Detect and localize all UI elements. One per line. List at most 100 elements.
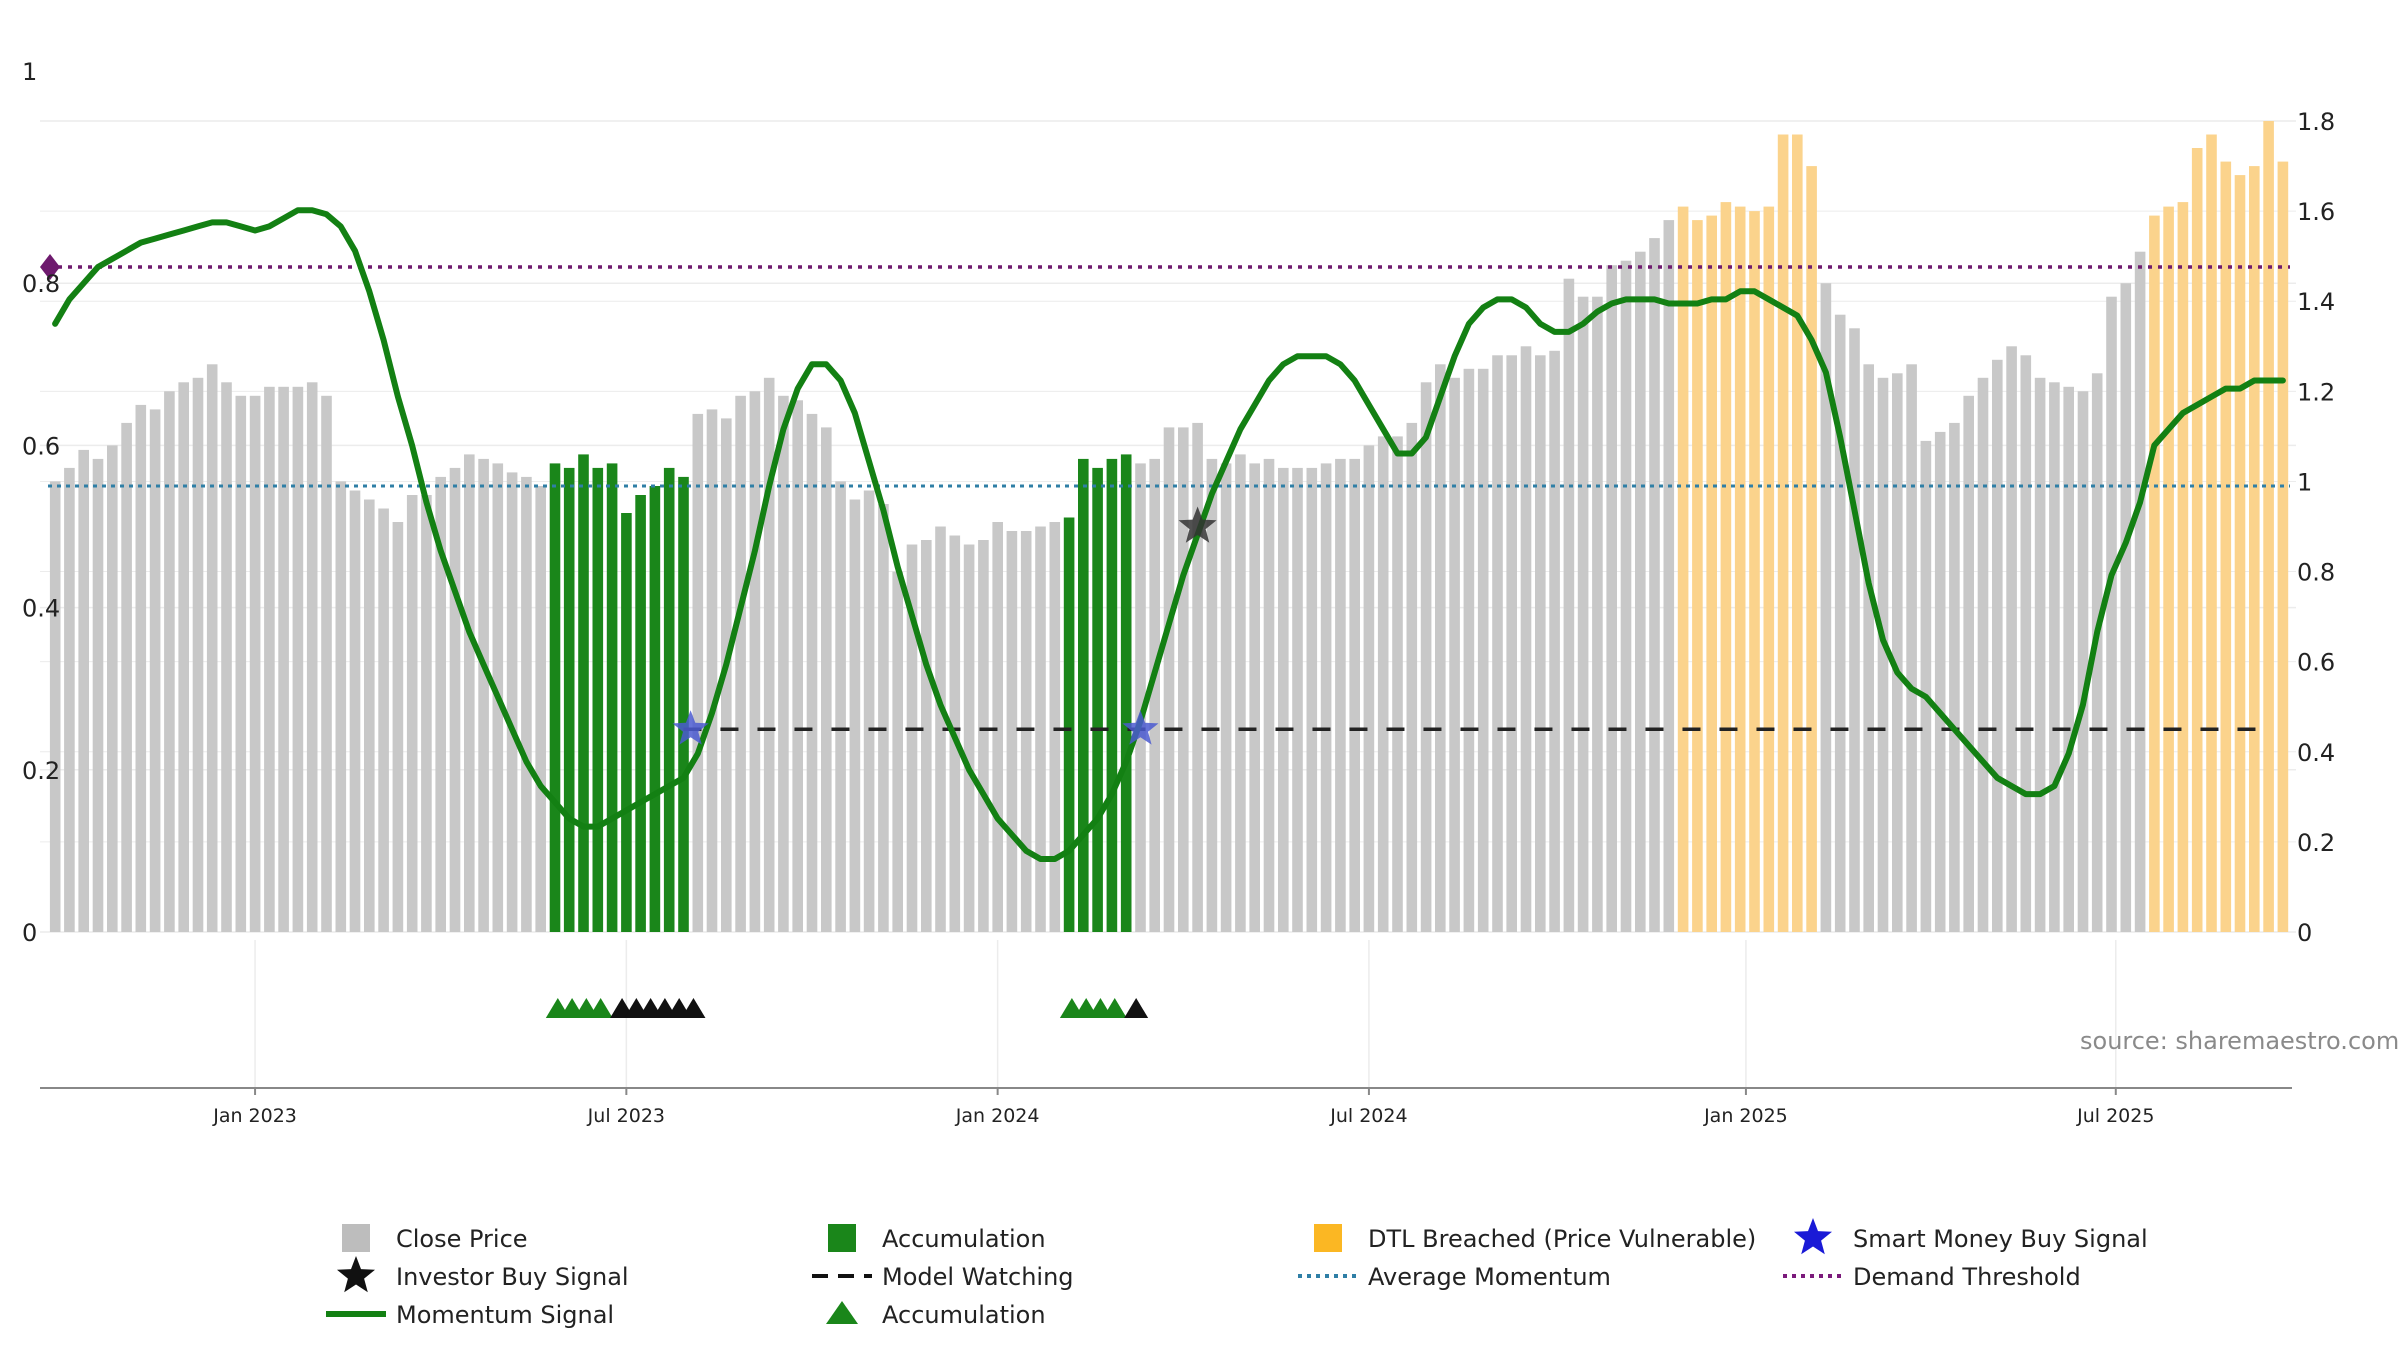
close-price-bar — [164, 391, 175, 932]
close-price-bar — [1549, 350, 1560, 932]
close-price-bar — [878, 504, 889, 932]
close-price-bar — [1335, 458, 1346, 932]
close-price-bar — [1263, 458, 1275, 932]
accumulation-triangle — [1102, 998, 1127, 1018]
close-price-bar — [506, 472, 518, 932]
legend-label: Model Watching — [882, 1263, 1074, 1291]
price-bars — [49, 121, 2289, 933]
close-price-bar — [1392, 436, 1403, 932]
close-price-bar — [78, 449, 89, 932]
close-price-bar — [1663, 220, 1675, 933]
accumulation-bar — [1120, 454, 1132, 932]
dtl-breached-bar — [2206, 134, 2217, 932]
accumulation-bar — [663, 467, 675, 932]
close-price-bar — [1363, 445, 1375, 932]
legend: Close Price Accumulation DTL Breached (Pri… — [326, 1218, 2148, 1329]
close-price-bar — [264, 386, 275, 932]
accumulation-bar — [592, 467, 604, 932]
close-price-bar — [107, 445, 118, 932]
close-price-bar — [535, 486, 546, 932]
close-price-bar — [963, 544, 975, 932]
close-price-bar — [1477, 368, 1489, 932]
close-price-bar — [421, 495, 432, 932]
dtl-breached-bar — [1749, 211, 1760, 933]
dtl-breached-bar — [1692, 220, 1703, 933]
close-price-bar — [221, 382, 232, 932]
right-axis-tick-label: 1.2 — [2297, 378, 2335, 406]
legend-item: Accumulation — [828, 1224, 1046, 1253]
close-price-bar — [92, 458, 104, 932]
dtl-breached-bar — [2263, 121, 2274, 932]
right-axis-tick-label: 0.4 — [2297, 739, 2335, 767]
close-price-bar — [935, 526, 946, 932]
left-axis-tick-label: 0.2 — [22, 757, 60, 785]
close-price-bar — [64, 467, 75, 932]
close-price-bar — [1235, 454, 1246, 932]
close-price-bar — [2077, 391, 2089, 932]
accumulation-bar — [578, 454, 589, 932]
date-tick-label: Jan 2025 — [1703, 1105, 1788, 1127]
right-axis-tick-label: 1.8 — [2297, 108, 2335, 136]
close-price-bar — [1949, 422, 1960, 932]
close-price-bar — [1963, 395, 1974, 932]
accumulation-bar — [678, 476, 689, 932]
close-price-bar — [2120, 283, 2132, 932]
close-price-bar — [1249, 463, 1260, 932]
source-label: source: sharemaestro.com — [2080, 1027, 2399, 1055]
legend-item: Demand Threshold — [1783, 1263, 2081, 1291]
left-axis-tick-label: 0.4 — [22, 595, 60, 623]
legend-label: Average Momentum — [1368, 1263, 1611, 1291]
right-axis-tick-label: 0 — [2297, 919, 2312, 947]
legend-item: Investor Buy Signal — [337, 1256, 629, 1293]
close-price-bar — [1863, 364, 1874, 932]
close-price-bar — [349, 490, 361, 932]
close-price-bar — [2134, 251, 2146, 932]
left-axis-tick-label: 0.8 — [22, 270, 60, 298]
close-price-bar — [1135, 463, 1146, 932]
close-price-bar — [2049, 382, 2060, 932]
close-price-bar — [1577, 296, 1589, 932]
close-price-bar — [321, 395, 332, 932]
date-tick-label: Jul 2023 — [587, 1105, 665, 1127]
close-price-bar — [821, 427, 832, 932]
close-price-bar — [1934, 431, 1946, 932]
right-axis-tick-label: 0.2 — [2297, 829, 2335, 857]
close-price-bar — [2020, 355, 2032, 932]
dtl-breached-bar — [2191, 148, 2203, 932]
close-price-bar — [449, 467, 461, 932]
close-price-bar — [378, 508, 389, 932]
close-price-bar — [1406, 422, 1418, 932]
close-price-bar — [1992, 359, 2003, 932]
close-price-bar — [1920, 440, 1932, 932]
legend-label: Accumulation — [882, 1225, 1046, 1253]
smart-money-buy-signal — [1122, 710, 1159, 745]
right-axis-tick-label: 1.6 — [2297, 198, 2335, 226]
close-price-bar — [1506, 355, 1517, 932]
dtl-breached-bar — [2277, 161, 2289, 933]
close-price-bar — [906, 544, 918, 932]
right-axis-tick-label: 1 — [2297, 468, 2312, 496]
dtl-breached-bar — [1763, 206, 1775, 933]
close-price-bar — [1192, 422, 1203, 932]
close-price-bar — [1877, 377, 1889, 932]
close-price-bar — [735, 395, 746, 932]
legend-label: Close Price — [396, 1225, 528, 1253]
close-price-bar — [1178, 427, 1189, 932]
legend-square-icon — [1314, 1224, 1342, 1252]
close-price-bar — [1435, 364, 1446, 932]
left-axis-tick-label: 1 — [22, 58, 37, 86]
close-price-bar — [2091, 373, 2103, 932]
close-price-bar — [364, 499, 375, 932]
close-price-bar — [2006, 346, 2017, 932]
dtl-breached-bar — [2149, 215, 2160, 933]
close-price-bar — [1535, 355, 1546, 932]
left-axis: 0 0.2 0.4 0.6 0.8 1 — [22, 58, 60, 947]
legend-item: Average Momentum — [1298, 1263, 1611, 1291]
dtl-breached-bar — [1677, 206, 1689, 933]
close-price-bar — [1977, 377, 1989, 932]
accumulation-bar — [1092, 467, 1103, 932]
close-price-bar — [1035, 526, 1046, 932]
right-axis: 0 0.2 0.4 0.6 0.8 1 1.2 1.4 1.6 1.8 — [2297, 108, 2335, 947]
date-tick-label: Jan 2024 — [955, 1105, 1040, 1127]
